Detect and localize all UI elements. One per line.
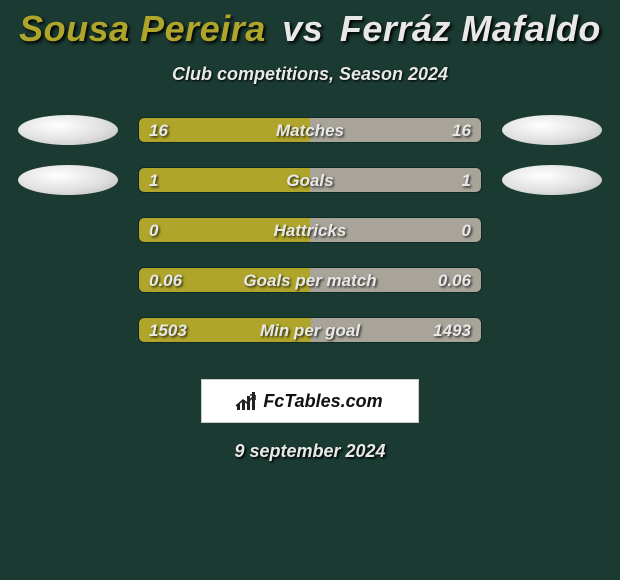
stat-value-left: 0	[149, 218, 158, 243]
stat-row: 0 Hattricks 0	[18, 215, 602, 245]
bar-fill-left	[139, 168, 310, 192]
stat-row: 1503 Min per goal 1493	[18, 315, 602, 345]
stat-bar: 16 Matches 16	[138, 117, 482, 143]
stat-value-right: 0.06	[438, 268, 471, 293]
stat-label: Goals	[286, 168, 333, 193]
stat-value-right: 1493	[433, 318, 471, 343]
player1-avatar	[18, 165, 118, 195]
stat-bar: 1 Goals 1	[138, 167, 482, 193]
stat-row: 16 Matches 16	[18, 115, 602, 145]
stat-value-right: 16	[452, 118, 471, 143]
avatar-spacer	[502, 215, 602, 245]
stat-label: Hattricks	[274, 218, 347, 243]
stat-bar: 0 Hattricks 0	[138, 217, 482, 243]
bar-fill-right	[310, 168, 481, 192]
stat-bar: 0.06 Goals per match 0.06	[138, 267, 482, 293]
stat-row: 1 Goals 1	[18, 165, 602, 195]
brand-text: FcTables.com	[263, 391, 382, 412]
player2-avatar	[502, 165, 602, 195]
date-label: 9 september 2024	[234, 441, 385, 462]
stat-bar: 1503 Min per goal 1493	[138, 317, 482, 343]
stat-rows: 16 Matches 16 1 Goals 1 0 Hattricks 0 0.06 Goals p…	[18, 115, 602, 365]
stat-value-left: 16	[149, 118, 168, 143]
avatar-spacer	[18, 315, 118, 345]
bars-chart-icon	[237, 392, 259, 410]
player2-avatar	[502, 115, 602, 145]
stat-row: 0.06 Goals per match 0.06	[18, 265, 602, 295]
stat-value-left: 1503	[149, 318, 187, 343]
player2-name: Ferráz Mafaldo	[340, 8, 601, 49]
title: Sousa Pereira vs Ferráz Mafaldo	[19, 8, 601, 50]
avatar-spacer	[18, 265, 118, 295]
subtitle: Club competitions, Season 2024	[172, 64, 448, 85]
avatar-spacer	[502, 265, 602, 295]
stat-value-left: 0.06	[149, 268, 182, 293]
stat-value-left: 1	[149, 168, 158, 193]
player1-name: Sousa Pereira	[19, 8, 266, 49]
stat-label: Goals per match	[243, 268, 376, 293]
stat-value-right: 1	[462, 168, 471, 193]
avatar-spacer	[502, 315, 602, 345]
brand-box[interactable]: FcTables.com	[201, 379, 419, 423]
stat-label: Matches	[276, 118, 344, 143]
avatar-spacer	[18, 215, 118, 245]
stat-value-right: 0	[462, 218, 471, 243]
player1-avatar	[18, 115, 118, 145]
h2h-infographic: Sousa Pereira vs Ferráz Mafaldo Club com…	[0, 0, 620, 462]
vs-label: vs	[282, 8, 323, 49]
stat-label: Min per goal	[260, 318, 360, 343]
